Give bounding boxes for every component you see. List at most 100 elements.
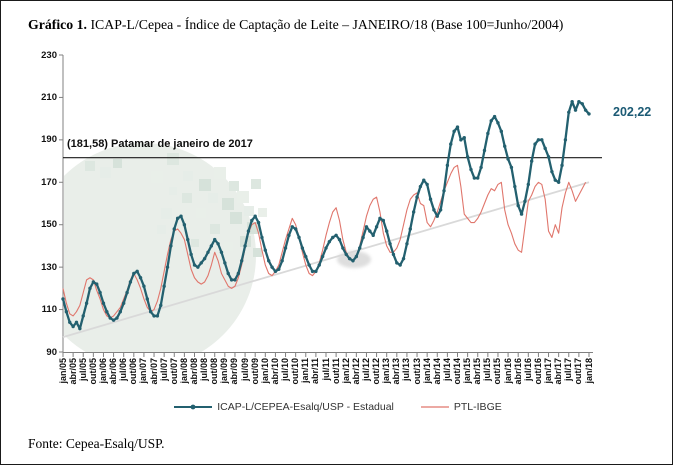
x-tick-label: jan/13 (381, 358, 392, 384)
data-point-marker (378, 216, 382, 221)
data-point-marker (243, 244, 247, 248)
watermark-square (230, 212, 242, 224)
x-tick-label: out/11 (330, 358, 341, 385)
data-point-marker (145, 297, 149, 301)
x-tick-label: out/05 (87, 358, 98, 385)
data-point-marker (256, 220, 261, 225)
data-point-marker (223, 261, 227, 265)
watermark-square (199, 179, 211, 191)
data-point-marker (513, 184, 517, 189)
data-point-marker (422, 178, 426, 182)
chart-title-text: ICAP-L/Cepea - Índice de Captação de Lei… (87, 17, 564, 32)
data-point-marker (88, 286, 92, 291)
data-point-marker (496, 121, 500, 125)
data-point-marker (186, 237, 190, 242)
x-tick-label: abr/09 (229, 358, 240, 385)
data-point-marker (533, 142, 537, 146)
data-point-marker (388, 242, 392, 246)
x-tick-label: out/08 (209, 358, 220, 385)
y-tick-label: 90 (46, 346, 57, 358)
data-point-marker (229, 278, 234, 282)
data-point-marker (115, 316, 119, 320)
watermark-square (161, 208, 172, 219)
data-point-marker (408, 227, 412, 231)
data-point-marker (91, 280, 96, 284)
x-tick-label: abr/15 (472, 358, 483, 385)
data-point-marker (233, 278, 237, 282)
data-point-marker (246, 229, 251, 233)
watermark-square (258, 208, 267, 217)
data-point-marker (273, 269, 278, 274)
x-tick-label: jan/06 (97, 358, 108, 384)
watermark-square (253, 248, 262, 257)
x-tick-label: abr/07 (148, 358, 159, 385)
x-tick-label: abr/17 (553, 358, 564, 385)
patamar-annotation: (181,58) Patamar de janeiro de 2017 (67, 138, 253, 150)
data-point-marker (142, 284, 146, 288)
data-point-marker (354, 254, 359, 259)
data-point-marker (155, 314, 160, 318)
data-point-marker (347, 256, 352, 261)
y-tick-label: 150 (41, 219, 57, 231)
ptl-series-line (62, 164, 587, 319)
watermark-square (210, 224, 220, 234)
chart-legend: ICAP-L/CEPEA-Esalq/USP - Estadual PTL-IB… (1, 401, 672, 413)
y-tick-label: 230 (41, 49, 57, 61)
data-point-marker (78, 326, 82, 331)
x-tick-label: abr/14 (431, 358, 442, 385)
data-point-marker (516, 203, 520, 208)
data-point-marker (84, 301, 89, 305)
data-point-marker (304, 254, 308, 259)
x-tick-label: jul/17 (563, 358, 574, 382)
y-tick-label: 210 (41, 91, 57, 103)
data-point-marker (567, 110, 571, 114)
data-point-marker (405, 242, 409, 246)
data-point-marker (135, 269, 139, 274)
data-point-marker (182, 223, 187, 227)
x-tick-label: jul/12 (360, 358, 371, 382)
data-point-marker (196, 265, 200, 269)
data-point-marker (219, 250, 224, 254)
data-point-marker (132, 271, 136, 276)
data-point-marker (563, 138, 568, 142)
x-tick-label: out/07 (168, 358, 179, 385)
x-tick-label: jul/16 (522, 358, 533, 382)
data-point-marker (290, 225, 294, 229)
data-point-marker (95, 282, 99, 286)
data-point-marker (482, 148, 487, 153)
x-tick-label: out/17 (573, 358, 584, 385)
data-point-marker (216, 242, 220, 246)
data-point-marker (381, 218, 386, 223)
data-point-marker (179, 214, 183, 218)
data-point-marker (503, 144, 507, 148)
data-point-marker (61, 297, 65, 301)
x-tick-label: jan/12 (340, 358, 351, 384)
data-point-marker (105, 309, 109, 314)
data-point-marker (583, 108, 588, 112)
watermark-square (191, 239, 199, 247)
x-tick-label: abr/11 (310, 358, 321, 385)
data-point-marker (506, 157, 510, 161)
data-point-marker (395, 261, 399, 265)
data-point-marker (418, 184, 423, 189)
data-point-marker (344, 252, 348, 257)
data-point-marker (172, 227, 176, 231)
x-tick-label: jan/14 (421, 358, 432, 384)
watermark-square (167, 153, 179, 165)
data-point-marker (253, 214, 257, 218)
data-point-marker (411, 210, 416, 214)
data-point-marker (236, 271, 241, 276)
data-point-marker (266, 259, 271, 263)
data-point-marker (587, 112, 591, 116)
watermark-square (214, 167, 226, 179)
data-point-marker (162, 284, 166, 288)
data-point-marker (519, 212, 524, 216)
data-point-marker (374, 225, 379, 229)
data-point-marker (455, 125, 460, 129)
data-point-marker (536, 138, 541, 142)
data-point-marker (435, 214, 439, 218)
data-point-marker (199, 261, 203, 265)
x-tick-label: jul/15 (482, 358, 493, 382)
watermark-square (229, 181, 239, 191)
